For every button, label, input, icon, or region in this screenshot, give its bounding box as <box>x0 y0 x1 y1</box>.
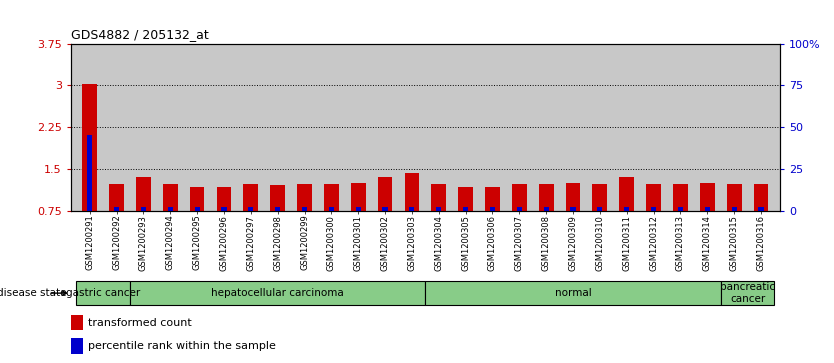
Bar <box>592 184 607 211</box>
Bar <box>758 207 764 211</box>
Bar <box>485 187 500 211</box>
Bar <box>651 207 656 211</box>
Bar <box>700 183 715 211</box>
Bar <box>490 207 495 211</box>
Text: gastric cancer: gastric cancer <box>66 288 140 298</box>
Bar <box>404 173 420 211</box>
Text: percentile rank within the sample: percentile rank within the sample <box>88 341 276 351</box>
Bar <box>673 184 688 211</box>
Bar <box>620 177 634 211</box>
Bar <box>297 184 312 211</box>
Text: GDS4882 / 205132_at: GDS4882 / 205132_at <box>71 28 208 41</box>
Bar <box>275 207 280 211</box>
Bar <box>726 184 741 211</box>
Bar <box>217 187 231 211</box>
Bar <box>221 207 227 211</box>
Bar <box>436 207 441 211</box>
Bar <box>114 207 119 211</box>
Bar <box>189 187 204 211</box>
Bar <box>570 207 575 211</box>
Bar <box>624 207 630 211</box>
Bar <box>431 184 446 211</box>
Bar <box>517 207 522 211</box>
Bar <box>351 183 365 211</box>
Text: pancreatic
cancer: pancreatic cancer <box>720 282 775 304</box>
Text: normal: normal <box>555 288 591 298</box>
Bar <box>754 184 768 211</box>
Bar <box>141 207 146 211</box>
Bar <box>87 135 93 211</box>
Bar <box>136 177 151 211</box>
Bar <box>378 177 393 211</box>
Bar <box>463 207 468 211</box>
Bar <box>168 207 173 211</box>
Bar <box>83 84 97 211</box>
Bar <box>302 207 307 211</box>
FancyBboxPatch shape <box>130 281 425 305</box>
Bar <box>705 207 710 211</box>
Bar <box>678 207 683 211</box>
Text: hepatocellular carcinoma: hepatocellular carcinoma <box>211 288 344 298</box>
Bar <box>544 207 549 211</box>
FancyBboxPatch shape <box>721 281 775 305</box>
Bar <box>539 184 554 211</box>
FancyBboxPatch shape <box>425 281 721 305</box>
Bar <box>409 207 414 211</box>
FancyBboxPatch shape <box>76 281 130 305</box>
Bar <box>597 207 602 211</box>
Bar <box>329 207 334 211</box>
Bar <box>565 183 580 211</box>
Bar <box>163 184 178 211</box>
Bar <box>512 184 527 211</box>
Bar <box>244 184 259 211</box>
Bar <box>71 338 83 354</box>
Bar <box>270 185 285 211</box>
Bar <box>324 184 339 211</box>
Bar <box>71 315 83 330</box>
Text: disease state: disease state <box>0 288 67 298</box>
Bar <box>646 184 661 211</box>
Bar <box>194 207 199 211</box>
Bar <box>383 207 388 211</box>
Bar <box>109 184 124 211</box>
Text: transformed count: transformed count <box>88 318 192 328</box>
Bar <box>355 207 361 211</box>
Bar <box>731 207 736 211</box>
Bar <box>249 207 254 211</box>
Bar <box>458 187 473 211</box>
